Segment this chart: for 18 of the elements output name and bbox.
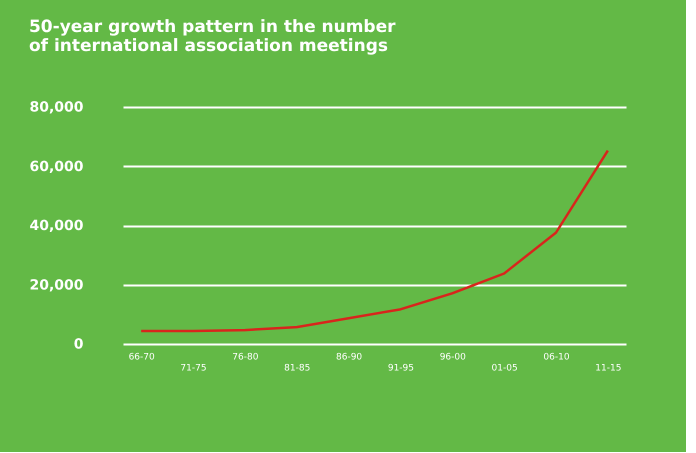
text: of international association meetings xyxy=(28,36,388,56)
x-tick-label: 81-85 xyxy=(284,364,310,374)
x-tick-label: 66-70 xyxy=(128,352,155,362)
line-series xyxy=(140,149,610,332)
x-tick-label: 91-95 xyxy=(388,364,414,374)
x-tick-label: 11-15 xyxy=(595,364,622,374)
y-tick-label: 40,000 xyxy=(29,218,84,234)
x-tick-label: 01-05 xyxy=(492,364,518,374)
y-tick-label: 80,000 xyxy=(29,100,84,116)
x-tick-label: 86-90 xyxy=(336,352,362,362)
text: 50-year growth pattern in the number xyxy=(28,17,396,37)
x-tick-label: 71-75 xyxy=(180,364,207,374)
y-tick-label: 0 xyxy=(74,336,84,352)
x-tick-label: 06-10 xyxy=(543,352,570,362)
x-tick-label: 76-80 xyxy=(232,352,259,362)
x-tick-label: 96-00 xyxy=(440,352,466,362)
y-tick-label: 20,000 xyxy=(29,277,84,294)
y-tick-label: 60,000 xyxy=(29,158,84,175)
